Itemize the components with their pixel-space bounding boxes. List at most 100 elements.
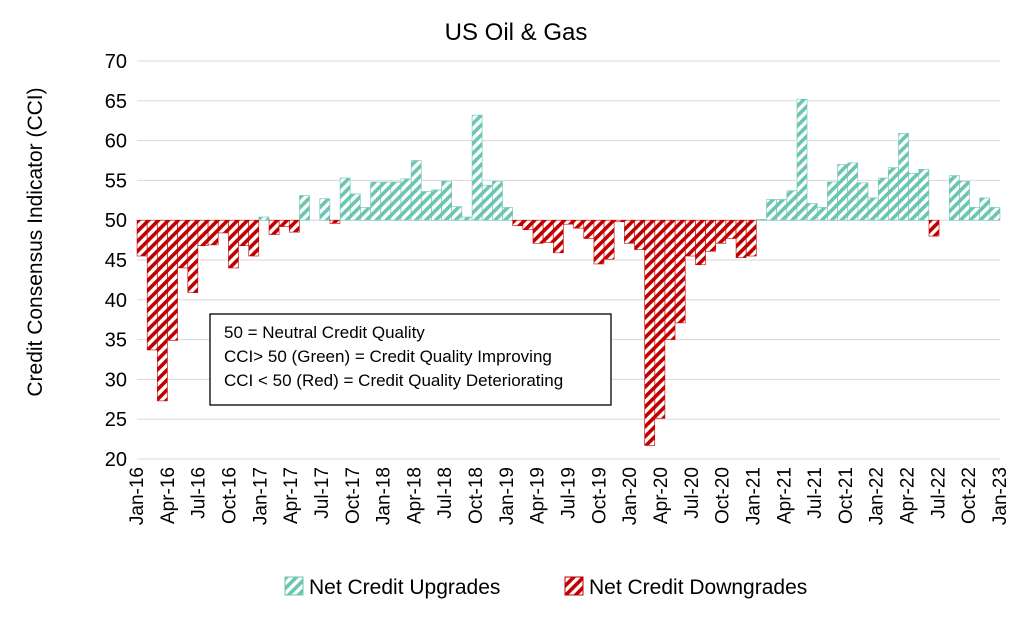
bar-upgrade	[370, 181, 381, 221]
bar-upgrade	[461, 216, 473, 221]
bar-downgrade	[278, 219, 290, 227]
bar-downgrade	[238, 219, 249, 246]
bar-upgrade	[400, 178, 412, 221]
bar-upgrade	[481, 184, 493, 221]
bar-downgrade	[735, 219, 747, 258]
bar-downgrade	[553, 219, 564, 254]
bar-upgrade	[877, 177, 889, 221]
x-tick-label: Jan-21	[743, 467, 764, 525]
y-tick-label: 65	[105, 91, 127, 113]
bar-upgrade	[847, 162, 859, 221]
x-tick-label: Oct-21	[836, 467, 857, 524]
bar-upgrade	[918, 168, 930, 221]
x-tick-label: Jul-17	[312, 467, 333, 519]
bar-downgrade	[613, 219, 625, 223]
bar-downgrade	[167, 219, 178, 341]
x-tick-label: Apr-18	[404, 467, 425, 524]
bar-downgrade	[685, 219, 696, 257]
bar-upgrade	[258, 216, 270, 221]
bar-downgrade	[187, 219, 199, 293]
bar-upgrade	[857, 182, 869, 221]
bar-downgrade	[207, 219, 219, 246]
bar-upgrade	[451, 206, 463, 221]
bar-downgrade	[695, 219, 706, 266]
bar-downgrade	[745, 219, 757, 257]
bar-upgrade	[827, 181, 838, 221]
bar-upgrade	[837, 164, 848, 221]
bar-upgrade	[502, 207, 513, 221]
annotation-line-2: CCI> 50 (Green) = Credit Quality Improvi…	[224, 347, 552, 366]
x-tick-label: Jan-17	[250, 467, 271, 525]
annotation-box-frame	[209, 313, 612, 406]
bar-downgrade	[705, 219, 716, 252]
bar-upgrade	[380, 181, 392, 221]
bar-upgrade	[756, 219, 767, 221]
bar-downgrade	[542, 219, 554, 243]
bar-upgrade	[299, 195, 310, 221]
bar-upgrade	[360, 207, 371, 221]
bar-downgrade	[624, 219, 635, 244]
bar-upgrade	[776, 199, 788, 221]
x-tick-label: Jul-21	[805, 467, 826, 519]
bar-upgrade	[319, 198, 331, 221]
annotation-box: 50 = Neutral Credit Quality CCI> 50 (Gre…	[209, 313, 612, 406]
x-tick-label: Oct-22	[959, 467, 980, 524]
bar-downgrade	[593, 219, 605, 265]
bar-downgrade	[512, 219, 524, 227]
chart-title: US Oil & Gas	[445, 19, 588, 46]
x-tick-label: Jan-18	[374, 467, 395, 525]
x-tick-label: Jan-23	[990, 467, 1011, 525]
y-tick-label: 50	[105, 210, 127, 232]
y-tick-label: 30	[105, 369, 127, 391]
bar-downgrade	[674, 219, 686, 324]
x-tick-label: Oct-16	[219, 467, 240, 524]
bars	[136, 98, 1001, 446]
bar-downgrade	[177, 219, 189, 269]
bar-upgrade	[766, 199, 777, 221]
x-tick-label: Jan-16	[127, 467, 148, 525]
bar-upgrade	[349, 193, 361, 221]
x-tick-label: Apr-19	[528, 467, 549, 524]
bar-upgrade	[390, 181, 402, 221]
x-tick-label: Jul-20	[682, 467, 703, 519]
bar-downgrade	[522, 219, 534, 231]
x-tick-label: Oct-20	[713, 467, 734, 524]
bar-upgrade	[471, 114, 483, 221]
bar-downgrade	[644, 219, 656, 446]
bar-downgrade	[563, 219, 574, 225]
x-tick-label: Jul-19	[559, 467, 580, 519]
bar-downgrade	[603, 219, 615, 260]
y-tick-label: 25	[105, 409, 127, 431]
bar-downgrade	[928, 219, 940, 237]
bar-upgrade	[492, 180, 503, 221]
bar-upgrade	[888, 167, 899, 221]
bar-downgrade	[634, 219, 645, 250]
y-tick-label: 35	[105, 330, 127, 352]
y-axis-label: Credit Consensus Indicator (CCI)	[24, 87, 47, 396]
legend: Net Credit Upgrades Net Credit Downgrade…	[284, 576, 807, 599]
x-tick-label: Apr-16	[158, 467, 179, 524]
y-tick-label: 60	[105, 131, 127, 153]
x-tick-label: Oct-19	[589, 467, 610, 524]
bar-upgrade	[339, 177, 351, 221]
bar-downgrade	[725, 219, 737, 239]
y-tick-label: 20	[105, 449, 127, 471]
bar-downgrade	[329, 219, 341, 224]
bar-upgrade	[908, 172, 920, 221]
bar-upgrade	[867, 197, 879, 221]
x-tick-label: Jan-20	[620, 467, 641, 525]
bar-downgrade	[228, 219, 239, 269]
x-tick-label: Jan-22	[867, 467, 888, 525]
bar-upgrade	[796, 98, 808, 221]
bar-upgrade	[898, 133, 909, 221]
legend-label-upgrades: Net Credit Upgrades	[309, 576, 500, 599]
annotation-line-1: 50 = Neutral Credit Quality	[224, 323, 425, 342]
legend-swatch-upgrades	[284, 576, 304, 596]
bar-downgrade	[289, 219, 300, 233]
y-tick-label: 40	[105, 290, 127, 312]
x-tick-label: Jul-16	[189, 467, 210, 519]
bar-downgrade	[573, 219, 584, 229]
bar-downgrade	[715, 219, 727, 244]
